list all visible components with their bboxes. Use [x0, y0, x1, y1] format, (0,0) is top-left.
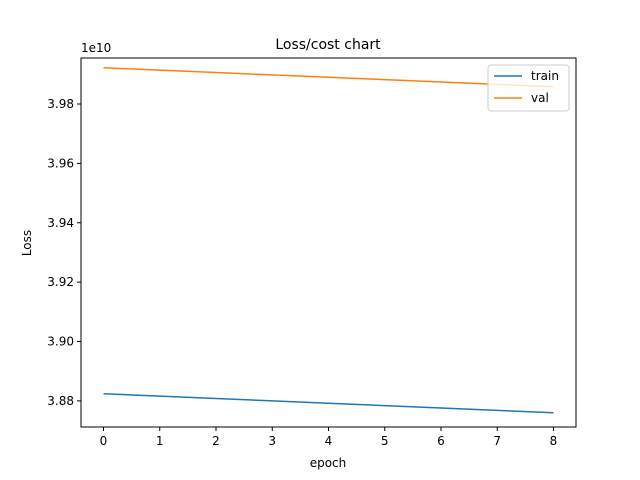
y-tick-label: 3.94: [47, 216, 74, 230]
y-offset-label: 1e10: [81, 41, 111, 55]
y-tick-label: 3.90: [47, 335, 74, 349]
legend: train val: [487, 64, 570, 112]
chart-title: Loss/cost chart: [275, 37, 381, 53]
plot-area: 0 1 2 3 4 5 6 7 8 3.88 3.90 3.92 3.94 3.96 3.98: [47, 67, 558, 448]
x-axis-label: epoch: [310, 456, 347, 470]
y-tick-label: 3.92: [47, 275, 74, 289]
y-tick-label: 3.98: [47, 97, 74, 111]
y-tick-label: 3.88: [47, 394, 74, 408]
x-tick-label: 6: [437, 434, 445, 448]
x-tick-label: 3: [268, 434, 276, 448]
x-tick-label: 5: [381, 434, 389, 448]
plot-frame: [80, 57, 577, 428]
y-tick-label: 3.96: [47, 156, 74, 170]
x-tick-label: 7: [493, 434, 501, 448]
x-tick-label: 2: [212, 434, 220, 448]
x-tick-label: 0: [100, 434, 108, 448]
series-line-train: [103, 393, 554, 414]
x-tick-label: 4: [325, 434, 333, 448]
legend-label-train: train: [531, 69, 559, 83]
series-line-val: [103, 67, 554, 88]
x-tick-label: 1: [156, 434, 164, 448]
y-axis-label: Loss: [20, 230, 34, 256]
x-tick-label: 8: [550, 434, 558, 448]
legend-label-val: val: [531, 91, 549, 105]
